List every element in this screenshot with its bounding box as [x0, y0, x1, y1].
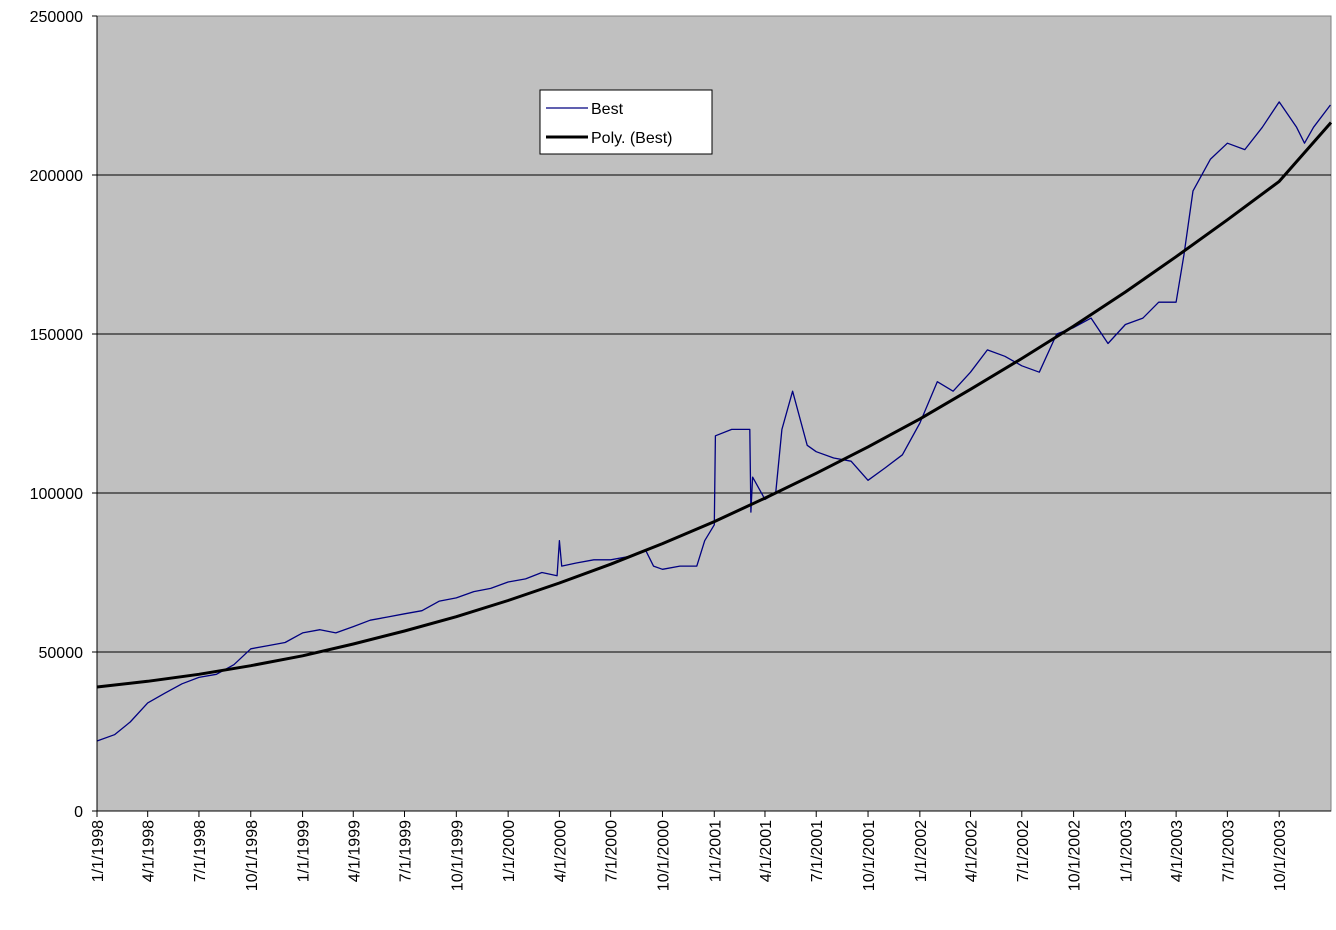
y-tick-label: 0	[74, 804, 83, 821]
x-tick-label: 10/1/1998	[244, 820, 261, 891]
legend-box	[539, 89, 713, 155]
x-tick-label: 4/1/1998	[141, 820, 158, 882]
x-tick-label: 4/1/2003	[1169, 820, 1186, 882]
legend-label: Best	[591, 101, 624, 118]
x-tick-label: 4/1/2001	[758, 820, 775, 882]
x-tick-label: 4/1/2002	[964, 820, 981, 882]
legend-label: Poly. (Best)	[591, 130, 673, 147]
x-tick-label: 7/1/1999	[398, 820, 415, 882]
plot-area	[96, 15, 1332, 812]
x-tick-label: 4/1/1999	[346, 820, 363, 882]
x-tick-label: 10/1/2003	[1272, 820, 1289, 891]
series-line	[96, 101, 1331, 742]
x-tick-label: 7/1/2000	[604, 820, 621, 882]
legend: Best Poly. (Best)	[539, 89, 713, 155]
x-tick-label: 10/1/2002	[1067, 820, 1084, 891]
x-tick-label: 1/1/2001	[707, 820, 724, 882]
y-tick-label: 200000	[30, 168, 83, 185]
x-tick-label: 1/1/2003	[1118, 820, 1135, 882]
y-tick-label: 150000	[30, 327, 83, 344]
x-tick-label: 1/1/1999	[296, 820, 313, 882]
x-tick-label: 10/1/2001	[861, 820, 878, 891]
x-tick-label: 10/1/1999	[449, 820, 466, 891]
x-tick-label: 1/1/1998	[90, 820, 107, 882]
x-tick-label: 7/1/1998	[192, 820, 209, 882]
x-tick-label: 7/1/2001	[809, 820, 826, 882]
x-tick-label: 1/1/2002	[913, 820, 930, 882]
series-line	[96, 121, 1333, 689]
x-tick-label: 1/1/2000	[501, 820, 518, 882]
y-tick-label: 250000	[30, 9, 83, 26]
x-tick-label: 10/1/2000	[655, 820, 672, 891]
x-tick-label: 7/1/2003	[1220, 820, 1237, 882]
y-tick-label: 50000	[39, 645, 84, 662]
x-tick-label: 4/1/2000	[552, 820, 569, 882]
x-tick-label: 7/1/2002	[1015, 820, 1032, 882]
y-tick-label: 100000	[30, 486, 83, 503]
